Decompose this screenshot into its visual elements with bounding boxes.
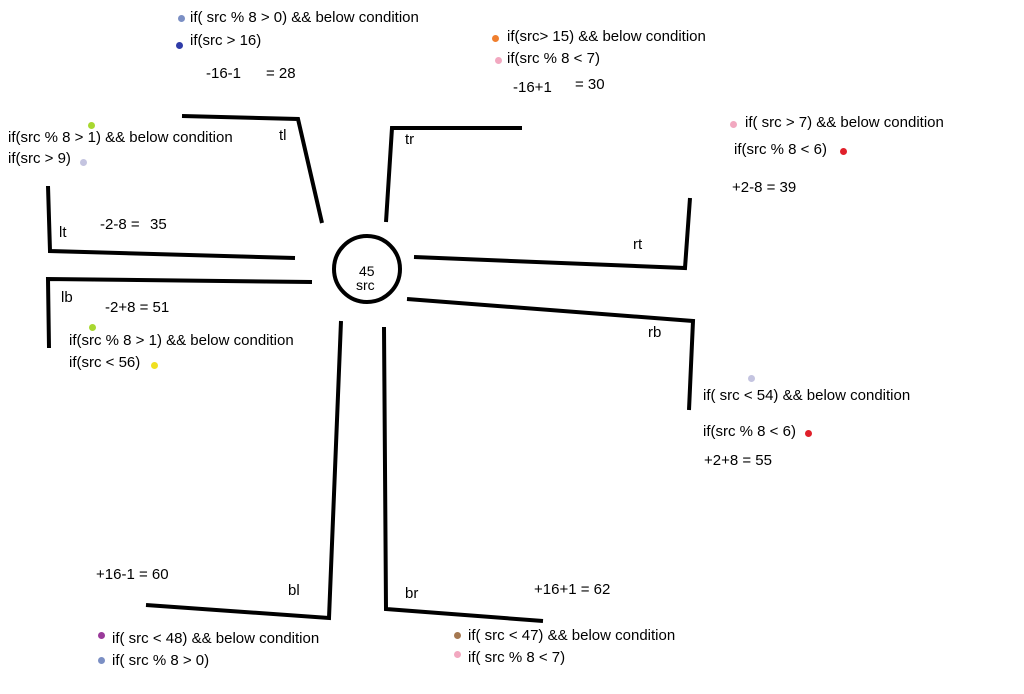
path-rt <box>413 197 692 271</box>
tl-cond-1: if( src % 8 > 0) && below condition <box>190 9 419 26</box>
path-br <box>382 326 544 623</box>
lt-result: 35 <box>150 216 167 233</box>
rt-calc: +2-8 = 39 <box>732 179 797 196</box>
bl-cond-2: if( src % 8 > 0) <box>112 652 210 669</box>
path-bl <box>145 320 343 621</box>
rt-cond-1: if( src > 7) && below condition <box>745 114 944 131</box>
lt-cond-1: if(src % 8 > 1) && below condition <box>8 129 233 146</box>
tl-cond-2: if(src > 16) <box>190 32 262 49</box>
path-lb <box>45 276 313 349</box>
bl-dot-2 <box>98 657 105 664</box>
tr-dot-1 <box>492 35 499 42</box>
src-circle <box>332 234 402 304</box>
lt-dot-1 <box>88 122 95 129</box>
src-label: src <box>356 277 375 293</box>
lt-dot-2 <box>80 159 87 166</box>
rb-dot-2 <box>805 430 812 437</box>
br-dot-2 <box>454 651 461 658</box>
tl-label: tl <box>279 127 287 144</box>
rt-dot-1 <box>730 121 737 128</box>
path-tr <box>384 126 522 223</box>
lb-cond-1: if(src % 8 > 1) && below condition <box>69 332 294 349</box>
path-rb <box>406 297 696 411</box>
lt-calc: -2-8 = <box>100 216 140 233</box>
rb-cond-1: if( src < 54) && below condition <box>703 387 911 404</box>
tl-dot-2 <box>176 42 183 49</box>
br-cond-2: if( src % 8 < 7) <box>468 649 566 666</box>
lb-dot-2 <box>151 362 158 369</box>
path-lt <box>46 185 296 260</box>
lb-calc: -2+8 = 51 <box>105 299 170 316</box>
tl-calc: -16-1 <box>206 65 242 82</box>
rb-calc: +2+8 = 55 <box>704 452 772 469</box>
tl-dot-1 <box>178 15 185 22</box>
tr-cond-2: if(src % 8 < 7) <box>507 50 600 67</box>
path-tl <box>181 114 324 224</box>
rt-cond-2: if(src % 8 < 6) <box>734 141 827 158</box>
rb-label: rb <box>648 324 662 341</box>
rb-cond-2: if(src % 8 < 6) <box>703 423 796 440</box>
br-cond-1: if( src < 47) && below condition <box>468 627 676 644</box>
bl-cond-1: if( src < 48) && below condition <box>112 630 320 647</box>
tl-result: = 28 <box>266 65 296 82</box>
lb-cond-2: if(src < 56) <box>69 354 141 371</box>
br-calc: +16+1 = 62 <box>534 581 611 598</box>
br-label: br <box>405 585 419 602</box>
br-dot-1 <box>454 632 461 639</box>
src-value: 45 <box>359 263 375 279</box>
tr-result: = 30 <box>575 76 605 93</box>
bl-label: bl <box>288 582 300 599</box>
rt-dot-2 <box>840 148 847 155</box>
lt-cond-2: if(src > 9) <box>8 150 71 167</box>
bl-dot-1 <box>98 632 105 639</box>
tr-cond-1: if(src> 15) && below condition <box>507 28 706 45</box>
rt-label: rt <box>633 236 643 253</box>
lt-label: lt <box>59 224 67 241</box>
lb-label: lb <box>61 289 73 306</box>
rb-dot-1 <box>748 375 755 382</box>
tr-dot-2 <box>495 57 502 64</box>
bl-calc: +16-1 = 60 <box>96 566 169 583</box>
lb-dot-1 <box>89 324 96 331</box>
tr-label: tr <box>405 131 415 148</box>
tr-calc: -16+1 <box>513 79 552 96</box>
